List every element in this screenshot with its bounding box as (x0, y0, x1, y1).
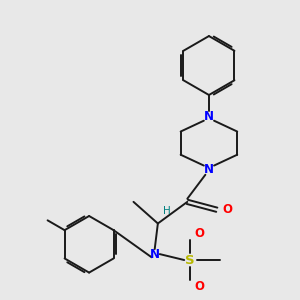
Text: H: H (163, 206, 171, 216)
Text: N: N (204, 163, 214, 176)
Text: O: O (195, 227, 205, 240)
Text: N: N (204, 110, 214, 123)
Text: O: O (195, 280, 205, 293)
Text: S: S (185, 254, 195, 266)
Text: N: N (150, 248, 160, 261)
Text: O: O (223, 203, 233, 216)
